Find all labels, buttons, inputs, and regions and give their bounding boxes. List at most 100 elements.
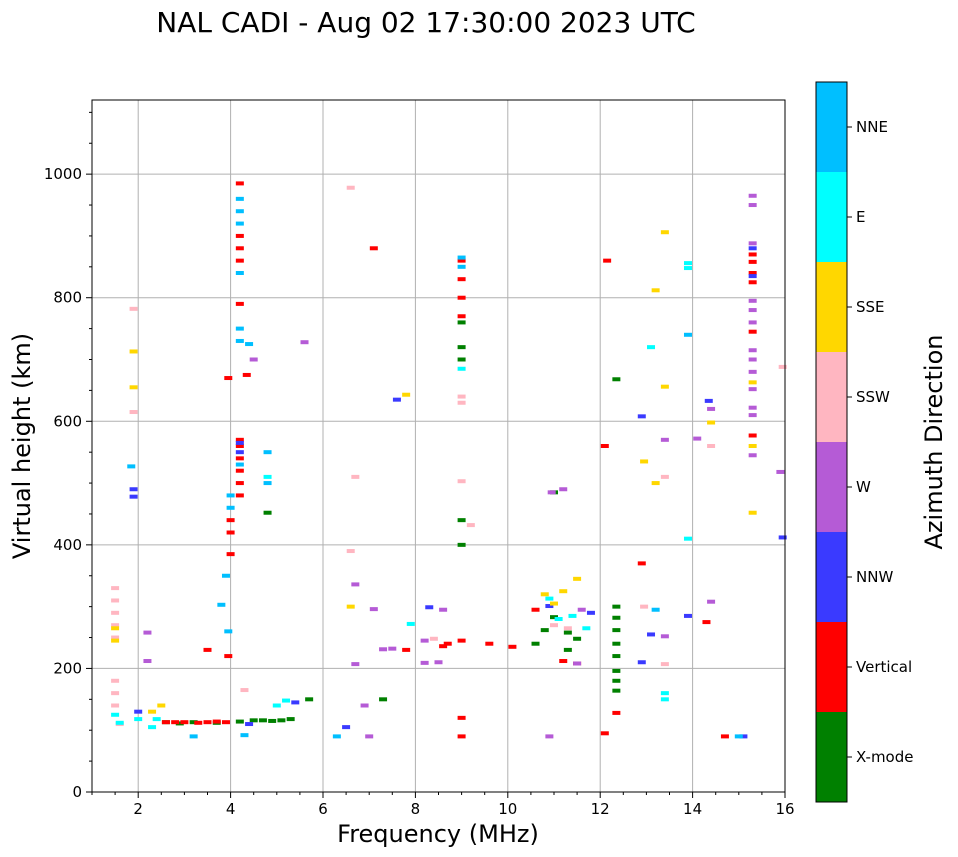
series-w <box>143 193 785 739</box>
data-point <box>226 530 235 535</box>
x-tick-label: 2 <box>133 800 143 818</box>
data-point <box>111 712 120 717</box>
chart-title: NAL CADI - Aug 02 17:30:00 2023 UTC <box>156 6 695 39</box>
data-point <box>111 691 120 696</box>
data-point <box>224 376 233 381</box>
colorbar-segment <box>816 532 847 622</box>
data-point <box>194 720 203 725</box>
data-point <box>748 369 757 374</box>
data-point <box>457 357 466 362</box>
data-point <box>545 596 554 601</box>
data-point <box>660 691 669 696</box>
data-point <box>457 366 466 371</box>
data-point <box>129 410 138 415</box>
data-point <box>221 720 230 725</box>
data-point <box>189 734 198 739</box>
data-point <box>748 259 757 264</box>
data-point <box>226 505 235 510</box>
data-point <box>235 181 244 186</box>
data-point <box>148 709 157 714</box>
data-point <box>235 196 244 201</box>
data-point <box>129 494 138 499</box>
data-point <box>704 398 713 403</box>
data-point <box>221 573 230 578</box>
data-point <box>235 326 244 331</box>
data-point <box>563 647 572 652</box>
data-point <box>157 703 166 708</box>
data-point <box>420 660 429 665</box>
data-point <box>600 731 609 736</box>
data-point <box>612 615 621 620</box>
data-point <box>134 709 143 714</box>
data-point <box>429 636 438 641</box>
series-vertical <box>161 181 757 739</box>
colorbar-label: Azimuth Direction <box>920 335 948 550</box>
data-point <box>457 295 466 300</box>
data-point <box>235 462 244 467</box>
plot-background <box>92 100 785 792</box>
data-point <box>568 613 577 618</box>
x-tick-label: 12 <box>591 800 610 818</box>
x-tick-label: 14 <box>683 800 702 818</box>
data-point <box>369 607 378 612</box>
data-point <box>127 464 136 469</box>
data-point <box>748 320 757 325</box>
data-point <box>402 392 411 397</box>
colorbar-tick-label: NNE <box>856 118 888 136</box>
data-point <box>550 623 558 628</box>
colorbar-tick-label: SSE <box>856 298 885 316</box>
data-point <box>554 617 563 621</box>
data-point <box>332 734 341 739</box>
data-point <box>346 604 355 609</box>
colorbar-segment <box>816 82 847 172</box>
data-point <box>612 654 621 659</box>
data-point <box>226 518 235 523</box>
data-point <box>369 246 378 251</box>
data-point <box>651 288 660 293</box>
data-point <box>189 720 198 725</box>
data-point <box>457 314 466 319</box>
data-point <box>612 688 621 693</box>
data-point <box>612 678 621 683</box>
data-point <box>748 203 757 208</box>
data-point <box>748 380 757 385</box>
data-points <box>111 181 787 739</box>
x-tick-label: 16 <box>775 800 794 818</box>
data-point <box>175 721 184 726</box>
data-point <box>379 647 388 652</box>
data-point <box>531 607 540 612</box>
data-point <box>263 510 272 515</box>
data-point <box>612 604 621 609</box>
data-point <box>180 720 189 725</box>
data-point <box>612 668 621 673</box>
data-point <box>360 703 369 708</box>
colorbar-segment <box>816 712 847 802</box>
data-point <box>748 193 757 198</box>
x-tick-label: 8 <box>411 800 421 818</box>
data-point <box>748 308 757 313</box>
x-tick-label: 6 <box>318 800 328 818</box>
colorbar-segment <box>816 262 847 352</box>
data-point <box>734 734 743 739</box>
y-tick-label: 800 <box>53 289 82 307</box>
data-point <box>224 654 233 659</box>
data-point <box>111 623 120 628</box>
data-point <box>212 719 221 724</box>
data-point <box>720 734 729 739</box>
data-point <box>235 493 244 498</box>
colorbar-segment <box>816 442 847 532</box>
data-point <box>637 660 646 665</box>
data-point <box>559 487 568 492</box>
data-point <box>707 599 716 604</box>
data-point <box>531 641 540 646</box>
data-point <box>573 661 582 666</box>
data-point <box>235 440 244 445</box>
data-point <box>612 641 621 646</box>
data-point <box>612 377 621 382</box>
data-point <box>466 523 475 528</box>
data-point <box>286 717 295 722</box>
x-axis-label: Frequency (MHz) <box>337 820 539 848</box>
data-point <box>235 456 244 461</box>
data-point <box>683 266 692 271</box>
